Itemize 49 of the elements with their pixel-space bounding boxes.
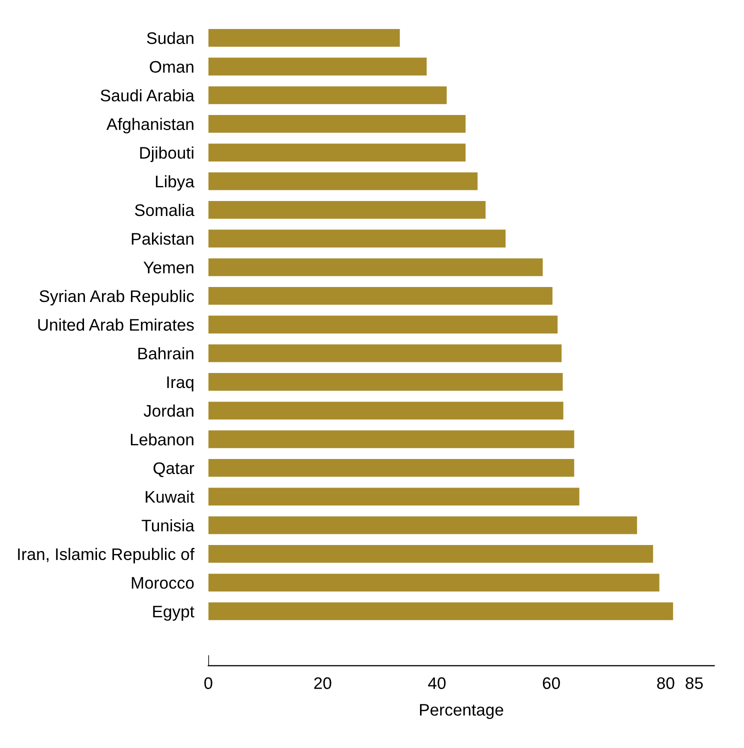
- bar: [208, 373, 563, 391]
- y-tick-label: Djibouti: [140, 146, 194, 162]
- bar: [208, 602, 674, 620]
- y-tick-label: Afghanistan: [106, 118, 194, 134]
- bar: [208, 58, 427, 76]
- y-tick-label: Qatar: [154, 462, 194, 478]
- y-tick-label: Pakistan: [132, 232, 194, 245]
- y-tick-label: United Arab Emirates: [38, 318, 194, 331]
- bar: [208, 430, 574, 448]
- x-tick-label: 85: [686, 677, 703, 690]
- x-tick-label: 60: [542, 677, 560, 690]
- y-tick-label: Saudi Arabia: [100, 89, 194, 102]
- bar: [208, 144, 466, 162]
- bar: [208, 86, 447, 104]
- y-tick-label: Syrian Arab Republic: [40, 290, 194, 306]
- y-tick-label: Yemen: [144, 262, 194, 274]
- bar: [208, 316, 558, 334]
- y-tick-label: Bahrain: [138, 347, 194, 360]
- bar: [208, 258, 543, 276]
- x-tick-label: 80: [657, 677, 674, 690]
- y-tick-label: Morocco: [132, 577, 194, 589]
- y-tick-label: Libya: [156, 175, 194, 191]
- bar: [208, 287, 552, 305]
- x-tick-label: 20: [314, 677, 332, 690]
- bar: [208, 402, 564, 420]
- bar: [208, 545, 654, 563]
- y-tick-label: Lebanon: [130, 433, 194, 446]
- bar: [208, 344, 562, 362]
- bar: [208, 29, 400, 47]
- bar: [208, 172, 478, 190]
- y-tick-label: Sudan: [147, 32, 194, 44]
- bar: [208, 115, 466, 133]
- bar: [208, 516, 638, 534]
- x-tick-label: 0: [204, 677, 212, 690]
- y-tick-label: Egypt: [153, 606, 194, 621]
- bar: [208, 230, 506, 248]
- y-tick-label: Kuwait: [146, 490, 194, 503]
- bar: [208, 201, 486, 219]
- x-tick-label: 40: [428, 677, 446, 690]
- y-tick-label: Tunisia: [142, 519, 194, 532]
- bar: [208, 459, 574, 477]
- bar: [208, 488, 580, 506]
- x-axis-title: Percentage: [420, 704, 504, 720]
- y-tick-label: Oman: [150, 60, 194, 73]
- bar: [208, 574, 660, 592]
- y-tick-label: Somalia: [134, 204, 194, 216]
- y-tick-label: Iraq: [167, 376, 194, 392]
- y-tick-label: Jordan: [144, 404, 194, 417]
- y-tick-label: Iran, Islamic Republic of: [18, 548, 194, 564]
